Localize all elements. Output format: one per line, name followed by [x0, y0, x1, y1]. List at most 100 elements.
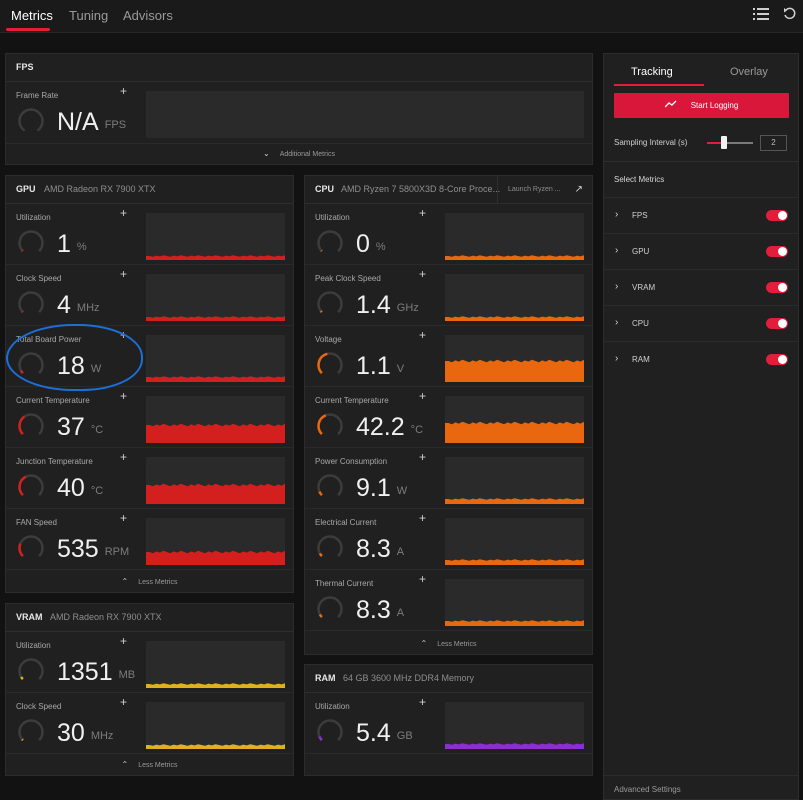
chevron-right-icon[interactable]: ›	[615, 353, 619, 364]
track-metric-cpu[interactable]: › CPU	[604, 305, 798, 341]
metric-utilization: Utilization +5.4 GB	[305, 693, 592, 754]
metric-label: Utilization	[16, 641, 51, 650]
tab-overlay[interactable]: Overlay	[730, 66, 768, 78]
metric-graph	[445, 213, 584, 260]
sampling-slider-track[interactable]	[707, 142, 753, 144]
metric-unit: W	[90, 363, 102, 375]
gauge-track	[317, 596, 343, 619]
sparkline-area	[445, 359, 584, 382]
add-metric-button[interactable]: +	[120, 328, 128, 342]
add-metric-button[interactable]: +	[120, 511, 128, 525]
add-metric-button[interactable]: +	[120, 84, 128, 98]
metric-sparkline	[445, 359, 584, 382]
track-metric-toggle[interactable]	[766, 354, 788, 365]
advanced-settings-link[interactable]: Advanced Settings	[614, 785, 681, 794]
gauge-icon	[18, 413, 44, 436]
start-logging-button[interactable]: Start Logging	[614, 93, 789, 118]
metric-thermal-current: Thermal Current +8.3 A	[305, 570, 592, 631]
sparkline-area	[146, 376, 285, 382]
metric-unit: MHz	[76, 302, 100, 314]
chevron-right-icon[interactable]: ›	[615, 245, 619, 256]
tab-tuning[interactable]: Tuning	[69, 8, 109, 23]
metric-sparkline	[146, 483, 285, 504]
track-metric-toggle[interactable]	[766, 210, 788, 221]
add-metric-button[interactable]: +	[419, 450, 427, 464]
less-metrics-toggle[interactable]: ⌃ Less Metrics	[6, 755, 293, 775]
add-metric-button[interactable]: +	[120, 389, 128, 403]
metric-sparkline	[445, 421, 584, 443]
add-metric-button[interactable]: +	[120, 267, 128, 281]
metric-unit: °C	[90, 485, 104, 497]
less-metrics-toggle[interactable]: ⌃ Less Metrics	[6, 572, 293, 592]
add-metric-button[interactable]: +	[419, 206, 427, 220]
additional-metrics-toggle[interactable]: ⌄ Additional Metrics	[6, 144, 592, 164]
gauge-fill	[18, 475, 27, 497]
metric-value: 5.4 GB	[356, 719, 413, 747]
chevron-right-icon[interactable]: ›	[615, 281, 619, 292]
tab-metrics[interactable]: Metrics	[11, 8, 53, 23]
metric-value: 1351 MB	[57, 658, 136, 686]
track-metric-toggle[interactable]	[766, 282, 788, 293]
chevron-up-icon: ⌃	[121, 760, 129, 769]
footer-label: Less Metrics	[138, 762, 178, 769]
list-icon[interactable]	[751, 6, 771, 26]
track-metric-gpu[interactable]: › GPU	[604, 233, 798, 269]
chevron-right-icon[interactable]: ›	[615, 317, 619, 328]
sparkline-area	[146, 744, 285, 749]
track-metric-label: RAM	[632, 355, 650, 364]
metric-graph	[146, 518, 285, 565]
top-bar: Metrics Tuning Advisors	[0, 0, 803, 33]
metric-value: 1%	[57, 230, 87, 258]
tab-tracking[interactable]: Tracking	[631, 66, 673, 78]
add-metric-button[interactable]: +	[419, 328, 427, 342]
sampling-interval-input[interactable]: 2	[760, 135, 787, 151]
metric-value: 18 W	[57, 352, 102, 380]
gauge-track	[317, 535, 343, 558]
metric-unit: %	[76, 241, 87, 253]
metric-value: 37 °C	[57, 413, 104, 441]
sparkline-area	[146, 255, 285, 260]
track-metric-vram[interactable]: › VRAM	[604, 269, 798, 305]
gauge-icon	[18, 535, 44, 558]
metric-utilization: Utilization +1351 MB	[6, 632, 293, 693]
toggle-knob	[778, 355, 787, 364]
track-metric-toggle[interactable]	[766, 318, 788, 329]
metric-junction-temperature: Junction Temperature +40 °C	[6, 448, 293, 509]
sampling-slider-fill	[707, 142, 723, 144]
chevron-right-icon[interactable]: ›	[615, 209, 619, 220]
metric-label: Voltage	[315, 335, 342, 344]
add-metric-button[interactable]: +	[419, 267, 427, 281]
metric-unit: RPM	[104, 546, 130, 558]
track-metric-fps[interactable]: › FPS	[604, 197, 798, 233]
metric-label: Electrical Current	[315, 518, 377, 527]
fps-panel-header: FPS	[6, 54, 592, 82]
launch-ryzen-master-button[interactable]: Launch Ryzen ... ↗	[497, 176, 592, 204]
metric-value: N/A FPS	[57, 108, 127, 136]
sampling-slider-handle[interactable]	[721, 136, 727, 149]
chevron-up-icon: ⌃	[420, 639, 428, 648]
footer-label: Less Metrics	[437, 641, 477, 648]
metric-graph	[146, 91, 584, 138]
metric-current-temperature: Current Temperature +37 °C	[6, 387, 293, 448]
add-metric-button[interactable]: +	[419, 572, 427, 586]
ram-panel: RAM 64 GB 3600 MHz DDR4 Memory Utilizati…	[304, 664, 593, 776]
gauge-track	[317, 474, 343, 497]
add-metric-button[interactable]: +	[419, 389, 427, 403]
metric-sparkline	[146, 683, 285, 688]
add-metric-button[interactable]: +	[419, 695, 427, 709]
metric-label: Clock Speed	[16, 274, 62, 283]
add-metric-button[interactable]: +	[120, 206, 128, 220]
toggle-knob	[778, 283, 787, 292]
add-metric-button[interactable]: +	[120, 695, 128, 709]
refresh-icon[interactable]	[780, 6, 800, 26]
track-metric-toggle[interactable]	[766, 246, 788, 257]
metric-sparkline	[146, 255, 285, 260]
metric-value: 8.3 A	[356, 535, 405, 563]
add-metric-button[interactable]: +	[419, 511, 427, 525]
track-metric-ram[interactable]: › RAM	[604, 341, 798, 377]
tab-advisors[interactable]: Advisors	[123, 8, 173, 23]
gauge-track	[18, 352, 44, 375]
less-metrics-toggle[interactable]: ⌃ Less Metrics	[305, 634, 592, 654]
add-metric-button[interactable]: +	[120, 634, 128, 648]
add-metric-button[interactable]: +	[120, 450, 128, 464]
